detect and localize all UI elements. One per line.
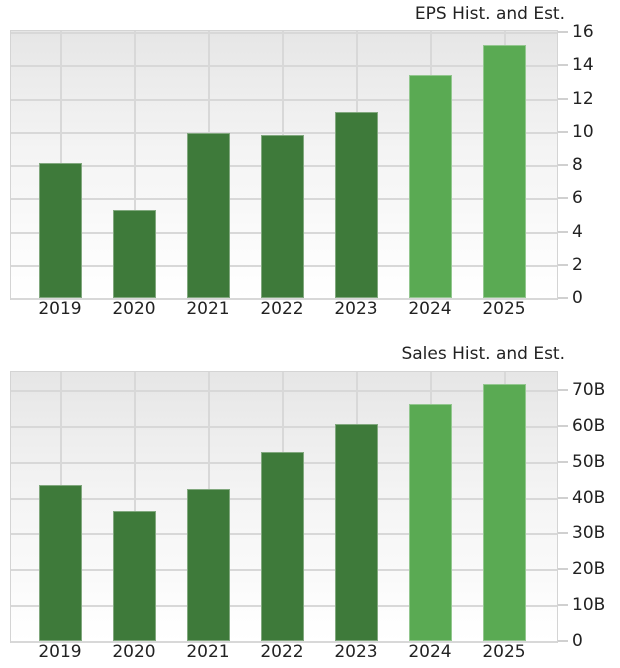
eps-y-tick-label: 0	[572, 288, 583, 308]
sales-x-label: 2020	[112, 642, 156, 662]
sales-y-tick-label: 20B	[572, 559, 606, 580]
eps-bar-2019[interactable]	[38, 163, 82, 298]
eps-y-tick-label: 4	[572, 221, 583, 242]
eps-bar-2021[interactable]	[186, 133, 230, 298]
sales-x-label: 2022	[260, 642, 304, 662]
eps-x-label: 2022	[260, 299, 304, 319]
eps-bar-2023[interactable]	[334, 111, 378, 298]
sales-bar-2024[interactable]	[408, 404, 452, 641]
eps-y-tick	[558, 64, 568, 67]
eps-y-tick-label: 12	[572, 88, 594, 109]
eps-x-label: 2019	[38, 299, 82, 319]
eps-x-label: 2021	[186, 299, 230, 319]
sales-bar-2019[interactable]	[38, 484, 82, 641]
sales-gridline-v	[134, 372, 136, 642]
eps-gridline-h	[11, 65, 557, 68]
eps-x-label: 2020	[112, 299, 156, 319]
eps-x-label: 2025	[482, 299, 526, 319]
eps-y-tick	[558, 97, 568, 100]
sales-y-tick-label: 10B	[572, 595, 606, 616]
eps-x-label: 2023	[334, 299, 378, 319]
sales-y-tick	[558, 424, 568, 427]
sales-y-tick-label: 50B	[572, 451, 606, 472]
eps-x-label: 2024	[408, 299, 452, 319]
sales-y-tick	[558, 496, 568, 499]
eps-y-tick	[558, 230, 568, 233]
sales-y-tick-label: 70B	[572, 380, 606, 400]
eps-y-tick	[558, 130, 568, 133]
sales-x-label: 2019	[38, 642, 82, 662]
sales-y-tick	[558, 640, 568, 642]
sales-x-label: 2024	[408, 642, 452, 662]
sales-y-tick-label: 30B	[572, 523, 606, 544]
eps-y-tick-label: 14	[572, 55, 594, 76]
eps-y-tick-label: 10	[572, 121, 594, 142]
sales-y-tick	[558, 604, 568, 607]
sales-y-tick-label: 0	[572, 631, 583, 651]
sales-y-tick	[558, 568, 568, 571]
eps-bar-2022[interactable]	[260, 135, 304, 298]
sales-y-tick-label: 60B	[572, 415, 606, 436]
sales-y-tick	[558, 460, 568, 463]
sales-x-label: 2025	[482, 642, 526, 662]
eps-gridline-h	[11, 32, 557, 34]
sales-bar-2020[interactable]	[112, 510, 156, 641]
eps-gridline-h	[11, 131, 557, 134]
eps-y-tick-label: 6	[572, 188, 583, 209]
sales-y-tick	[558, 389, 568, 391]
eps-y-tick	[558, 263, 568, 266]
eps-gridline-v	[134, 31, 136, 299]
sales-chart-title: Sales Hist. and Est.	[401, 344, 565, 364]
sales-gridline-h	[11, 390, 557, 392]
eps-gridline-h	[11, 298, 557, 300]
eps-y-tick-label: 2	[572, 254, 583, 275]
sales-bar-2023[interactable]	[334, 424, 378, 641]
sales-x-label: 2023	[334, 642, 378, 662]
eps-y-tick	[558, 297, 568, 299]
eps-chart: EPS Hist. and Est. 0 2 4 6 8 10 12 14 16 2019 2020…	[0, 0, 620, 330]
eps-y-tick-label: 16	[572, 22, 594, 42]
sales-x-label: 2021	[186, 642, 230, 662]
eps-bar-2020[interactable]	[112, 209, 156, 298]
sales-gridline-h	[11, 425, 557, 428]
sales-bar-2021[interactable]	[186, 488, 230, 641]
sales-gridline-h	[11, 641, 557, 643]
sales-bar-2025[interactable]	[482, 384, 526, 641]
eps-y-tick	[558, 164, 568, 166]
eps-gridline-h	[11, 98, 557, 101]
eps-chart-title: EPS Hist. and Est.	[414, 4, 565, 24]
sales-bar-2022[interactable]	[260, 452, 304, 641]
sales-y-tick-label: 40B	[572, 487, 606, 508]
eps-y-tick	[558, 197, 568, 200]
sales-y-tick	[558, 532, 568, 535]
eps-y-tick	[558, 31, 568, 33]
eps-bar-2025[interactable]	[482, 45, 526, 298]
eps-y-tick-label: 8	[572, 155, 583, 175]
eps-bar-2024[interactable]	[408, 75, 452, 298]
